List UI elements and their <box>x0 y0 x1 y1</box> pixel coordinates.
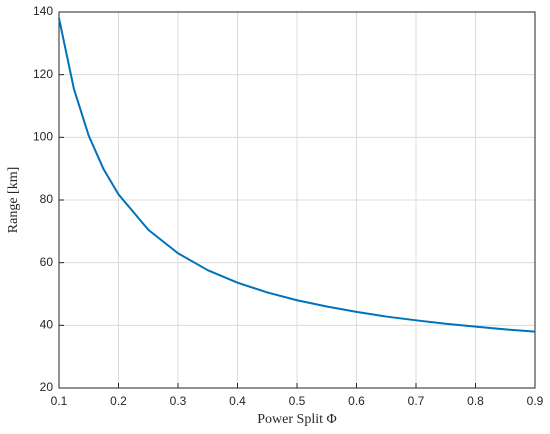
x-axis-label: Power Split Φ <box>257 412 336 427</box>
y-tick-label: 40 <box>40 318 54 332</box>
x-tick-label: 0.2 <box>110 394 127 408</box>
x-tick-label: 0.3 <box>170 394 187 408</box>
y-tick-label: 100 <box>33 130 53 144</box>
x-tick-label: 0.6 <box>348 394 365 408</box>
plot-frame <box>58 11 536 389</box>
x-tick-label: 0.1 <box>51 394 68 408</box>
y-tick-label: 120 <box>33 67 53 81</box>
x-tick-label: 0.4 <box>229 394 246 408</box>
y-tick-label: 80 <box>40 192 54 206</box>
x-tick-label: 0.8 <box>467 394 484 408</box>
x-tick-label: 0.9 <box>527 394 544 408</box>
y-tick-label: 60 <box>40 255 54 269</box>
x-tick-label: 0.7 <box>408 394 425 408</box>
x-tick-label: 0.5 <box>289 394 306 408</box>
y-tick-label: 20 <box>40 380 54 394</box>
y-axis-label: Range [km] <box>6 167 21 233</box>
data-line <box>58 18 536 333</box>
y-tick-label: 140 <box>33 4 53 18</box>
